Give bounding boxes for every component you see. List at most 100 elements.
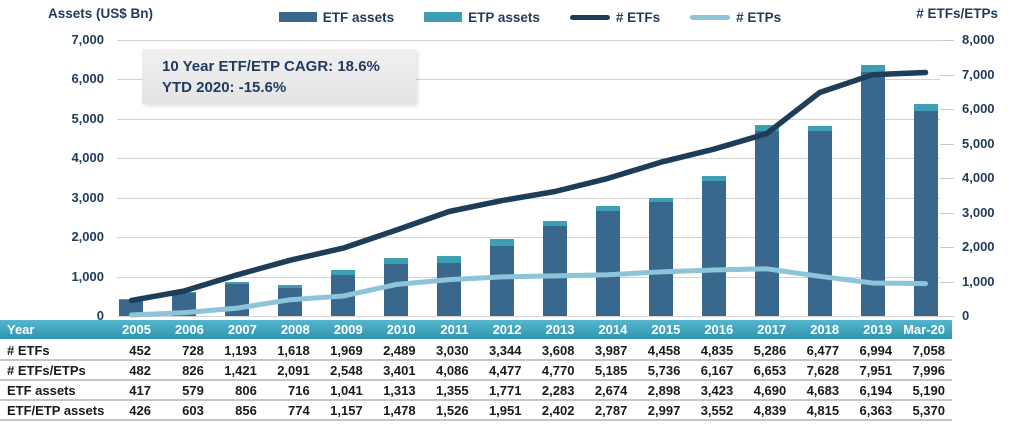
legend-item-etps: # ETPs	[690, 10, 781, 25]
etf-assets-bar	[648, 201, 673, 316]
value-cell: 3,030	[422, 340, 476, 361]
gridline	[117, 316, 940, 317]
etfs-line-icon	[569, 14, 610, 20]
right-axis-tick-label: 5,000	[962, 135, 995, 151]
left-axis-tick-label: 7,000	[71, 32, 104, 47]
year-header-cell: 2012	[475, 320, 529, 341]
value-cell: 3,987	[581, 340, 635, 361]
table-row-etfs: # ETFs 452 728 1,193 1,618 1,969 2,489 3,030 3,3…	[0, 340, 952, 361]
left-axis-tick-label: 0	[96, 308, 104, 323]
etp-assets-bar-segment	[437, 255, 462, 263]
value-cell: 7,058	[899, 340, 952, 361]
left-axis-tick-label: 3,000	[71, 189, 104, 205]
right-axis-title: # ETFs/ETPs	[916, 6, 998, 21]
value-cell: 4,690	[740, 380, 794, 401]
gridline	[117, 40, 940, 41]
etf-assets-bar	[490, 246, 515, 316]
left-axis-tick-label: 5,000	[71, 110, 104, 126]
row-label: ETF/ETP assets	[0, 400, 105, 421]
value-cell: 1,526	[422, 400, 476, 421]
value-cell: 806	[210, 380, 264, 401]
right-axis-tick	[940, 178, 954, 179]
value-cell: 716	[263, 380, 317, 401]
value-cell: 5,286	[740, 340, 794, 361]
legend-item-etp-assets: ETP assets	[424, 10, 540, 25]
row-label: ETF assets	[0, 380, 105, 401]
legend-label: ETP assets	[468, 9, 540, 25]
etp-assets-bar-segment	[860, 65, 885, 72]
etf-assets-bar	[331, 274, 356, 316]
value-cell: 3,401	[369, 360, 423, 381]
right-axis-tick	[940, 212, 954, 214]
value-cell: 6,167	[687, 360, 741, 381]
right-axis-tick-label: 0	[962, 308, 970, 323]
etf-assets-bar	[913, 111, 938, 316]
etf-assets-bar	[542, 225, 567, 316]
year-header-cell: 2006	[157, 320, 211, 341]
left-axis-tick-label: 6,000	[71, 71, 104, 87]
legend-item-etf-assets: ETF assets	[278, 9, 395, 25]
etf-assets-bar	[807, 131, 832, 316]
annotation-ytd-text: YTD 2020: -15.6%	[162, 79, 287, 96]
value-cell: 4,770	[528, 360, 582, 381]
value-cell: 1,355	[422, 380, 476, 401]
right-axis-tick	[940, 281, 954, 283]
value-cell: 5,190	[899, 380, 952, 401]
data-table: Year 2005 2006 2007 2008 2009 2010 2011 2012 2013…	[0, 320, 952, 421]
value-cell: 6,653	[740, 360, 794, 381]
left-axis-title: Assets (US$ Bn)	[48, 6, 154, 21]
value-cell: 603	[157, 400, 211, 421]
table-row-etf-etp-assets: ETF/ETP assets 426 603 856 774 1,157 1,478 1,52…	[0, 400, 952, 421]
year-header-cell: 2011	[422, 320, 476, 341]
right-axis-tick-label: 4,000	[962, 170, 995, 185]
value-cell: 1,618	[263, 340, 317, 361]
value-cell: 5,185	[581, 360, 635, 381]
year-header-cell: 2005	[105, 320, 158, 341]
legend-item-etfs: # ETFs	[569, 9, 661, 25]
year-header-cell: 2007	[210, 320, 264, 341]
value-cell: 4,086	[422, 360, 476, 381]
value-cell: 826	[157, 360, 211, 381]
etf-assets-bar	[278, 287, 303, 316]
etps-line-icon	[690, 14, 731, 20]
value-cell: 6,194	[846, 380, 900, 401]
legend-label: # ETFs	[615, 9, 661, 25]
value-cell: 426	[105, 400, 158, 421]
value-cell: 728	[157, 340, 211, 361]
value-cell: 417	[105, 380, 158, 401]
table-row-etfs-etps: # ETFs/ETPs 482 826 1,421 2,091 2,548 3,401 4,0…	[0, 360, 952, 381]
etf-assets-bar	[754, 131, 779, 316]
etp-assets-swatch-icon	[424, 12, 463, 22]
table-head: Year 2005 2006 2007 2008 2009 2010 2011 2012 2013…	[0, 320, 952, 341]
value-cell: 4,839	[740, 400, 794, 421]
value-cell: 1,969	[316, 340, 370, 361]
value-cell: 7,628	[793, 360, 847, 381]
value-cell: 2,787	[581, 400, 635, 421]
value-cell: 7,951	[846, 360, 900, 381]
value-cell: 2,489	[369, 340, 423, 361]
etfs-line	[128, 69, 929, 304]
right-axis-tick	[940, 109, 954, 110]
right-axis-tick-label: 7,000	[962, 66, 995, 82]
value-cell: 4,835	[687, 340, 741, 361]
value-cell: 2,997	[634, 400, 688, 421]
value-cell: 3,423	[687, 380, 741, 401]
year-header-cell: 2014	[581, 320, 635, 341]
year-header-cell: 2008	[263, 320, 317, 341]
right-axis-tick-label: 6,000	[962, 101, 995, 116]
value-cell: 1,193	[210, 340, 264, 361]
value-cell: 2,283	[528, 380, 582, 401]
left-axis-tick-label: 4,000	[71, 150, 104, 166]
value-cell: 2,091	[263, 360, 317, 381]
value-cell: 3,552	[687, 400, 741, 421]
value-cell: 6,363	[846, 400, 900, 421]
etp-assets-bar-segment	[490, 239, 515, 247]
year-header-cell: 2009	[316, 320, 370, 341]
value-cell: 774	[263, 400, 317, 421]
etf-assets-bar	[172, 293, 197, 316]
value-cell: 2,898	[634, 380, 688, 401]
year-header-cell: 2018	[793, 320, 847, 341]
value-cell: 3,608	[528, 340, 582, 361]
legend-label: ETF assets	[322, 9, 395, 25]
etf-assets-bar	[437, 262, 462, 316]
